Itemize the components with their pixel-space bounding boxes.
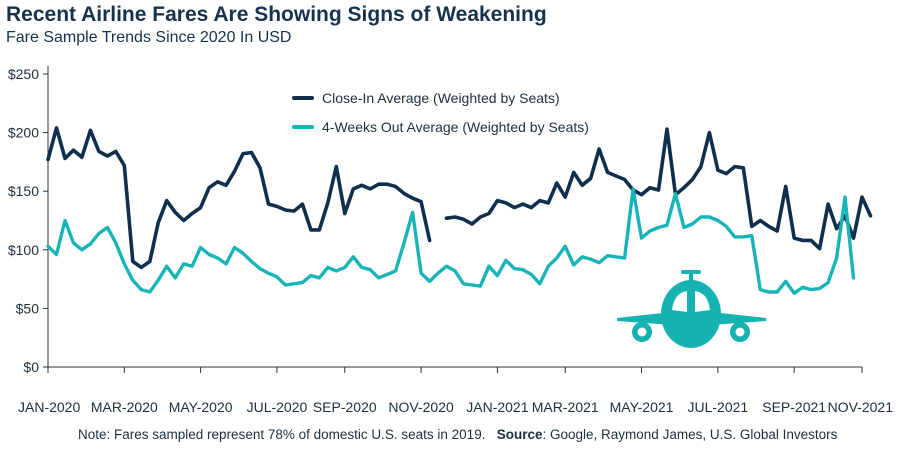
x-tick-label: JUL-2021 [688,399,749,415]
airplane-icon-part [672,291,687,312]
series-line-close-in [46,126,873,270]
chart-title: Recent Airline Fares Are Showing Signs o… [6,3,547,26]
legend-swatch-close-in [292,96,314,100]
x-tick-label: MAR-2020 [91,399,158,415]
legend-label-close-in: Close-In Average (Weighted by Seats) [322,90,560,106]
y-tick-label: $150 [8,183,39,199]
x-tick-label: MAY-2020 [169,399,233,415]
airplane-icon-part [637,327,647,337]
airplane-icon-part [695,291,710,312]
x-tick-label: NOV-2021 [828,399,894,415]
footer-note: Note: Fares sampled represent 78% of dom… [78,427,486,442]
x-tick-label: MAY-2021 [610,399,674,415]
legend-swatch-four-weeks [292,125,314,129]
x-tick-label: JUL-2020 [247,399,308,415]
airplane-icon [617,270,766,348]
y-tick-label: $250 [8,66,39,82]
x-tick-label: MAR-2021 [532,399,599,415]
x-tick-label: SEP-2020 [313,399,377,415]
x-tick-label: SEP-2021 [762,399,826,415]
legend-label-four-weeks: 4-Weeks Out Average (Weighted by Seats) [322,119,589,135]
airplane-icon-part [661,280,721,348]
airplane-icon-part [689,271,693,283]
y-tick-label: $0 [23,359,39,375]
y-tick-label: $50 [16,300,40,316]
y-tick-label: $100 [8,242,39,258]
legend-item-close-in: Close-In Average (Weighted by Seats) [292,88,589,108]
chart-subtitle: Fare Sample Trends Since 2020 In USD [6,29,292,46]
footer-source-text: : Google, Raymond James, U.S. Global Inv… [542,427,838,442]
airplane-icon-part [735,327,745,337]
x-tick-label: JAN-2020 [18,399,80,415]
footer: Note: Fares sampled represent 78% of dom… [78,427,837,442]
airplane-icon-part [617,312,672,325]
x-tick-label: NOV-2020 [388,399,454,415]
airplane-icon-part [711,312,766,325]
legend-item-four-weeks: 4-Weeks Out Average (Weighted by Seats) [292,117,589,137]
x-tick-label: JAN-2021 [466,399,528,415]
footer-source-label: Source [496,427,543,442]
legend: Close-In Average (Weighted by Seats) 4-W… [292,88,589,146]
y-tick-label: $200 [8,125,39,141]
airplane-icon-part [681,270,701,274]
series-line-four-weeks [46,187,856,295]
